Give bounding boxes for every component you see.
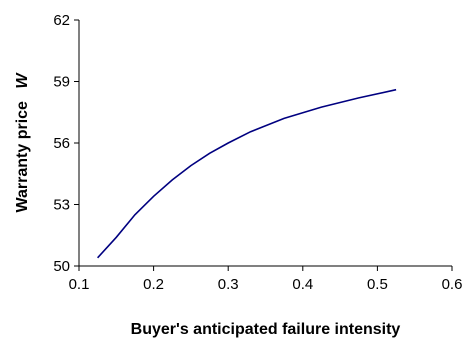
- x-tick-label: 0.6: [442, 276, 463, 293]
- y-axis-title-text: Warranty price: [14, 101, 31, 213]
- x-tick-label: 0.4: [292, 276, 313, 293]
- y-tick-label: 50: [53, 258, 70, 275]
- y-tick-label: 59: [53, 74, 70, 91]
- x-tick-label: 0.5: [367, 276, 388, 293]
- x-tick-label: 0.3: [218, 276, 239, 293]
- ticks: [74, 19, 453, 271]
- y-axis-title-symbol: W: [14, 72, 31, 89]
- x-tick-label: 0.2: [143, 276, 164, 293]
- y-tick-label: 53: [53, 197, 70, 214]
- axes: [78, 20, 452, 267]
- y-tick-label: 62: [53, 12, 70, 29]
- tick-labels: 0.1 0.2 0.3 0.4 0.5 0.6 50 53 56 59 62: [53, 12, 462, 293]
- x-axis-title: Buyer's anticipated failure intensity: [131, 321, 401, 338]
- series-line: [97, 88, 397, 259]
- y-tick-label: 56: [53, 135, 70, 152]
- x-tick-label: 0.1: [69, 276, 90, 293]
- y-axis-title: Warranty price W: [14, 72, 31, 213]
